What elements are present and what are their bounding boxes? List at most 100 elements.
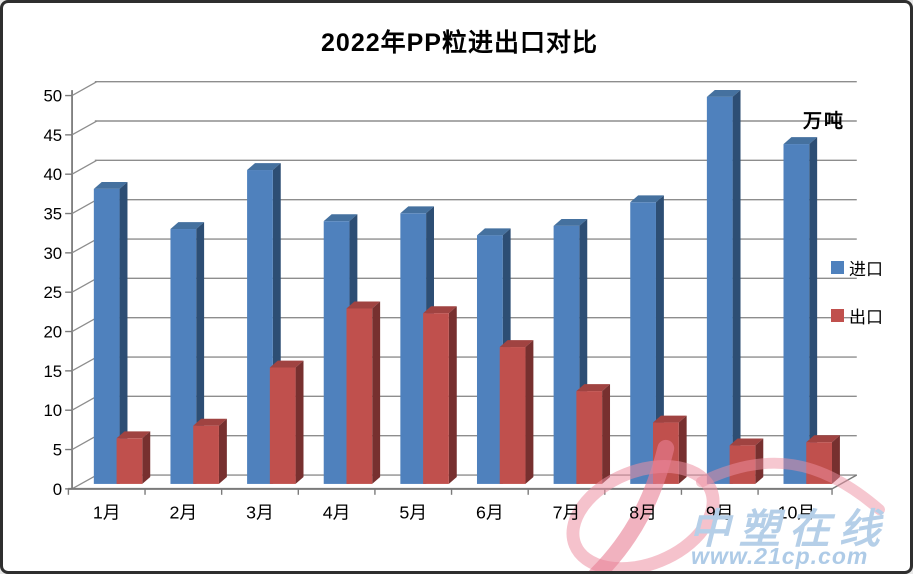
bar-top-出口-4月	[346, 301, 381, 309]
depth-connector	[71, 199, 98, 215]
bar-出口-1月	[116, 438, 143, 484]
y-axis-label: 35	[43, 204, 62, 223]
bar-side-出口-2月	[218, 418, 227, 484]
bar-top-进口-5月	[400, 206, 434, 214]
watermark-name: 中塑在线	[689, 506, 889, 552]
bar-top-出口-5月	[423, 306, 457, 314]
y-axis-label: 10	[43, 401, 62, 420]
bar-top-出口-7月	[576, 384, 611, 392]
watermark-stroke	[589, 439, 675, 571]
depth-connector	[71, 81, 98, 97]
bar-side-进口-9月	[732, 89, 741, 484]
bar-进口-5月	[400, 213, 427, 484]
y-axis-label: 45	[43, 126, 62, 145]
y-axis-label: 50	[43, 86, 62, 105]
bar-top-进口-7月	[553, 218, 588, 226]
bar-出口-3月	[269, 367, 296, 484]
watermark-tail	[695, 457, 885, 516]
bar-top-进口-6月	[476, 228, 511, 236]
chart-title: 2022年PP粒进出口对比	[321, 29, 598, 57]
bar-top-出口-1月	[116, 431, 151, 439]
bar-side-出口-1月	[142, 431, 151, 484]
bar-side-出口-7月	[602, 384, 611, 484]
y-axis-label: 20	[43, 322, 62, 341]
bar-top-出口-2月	[193, 418, 227, 426]
y-axis-label: 15	[43, 362, 62, 381]
bar-side-出口-5月	[448, 306, 457, 484]
bar-top-进口-10月	[783, 137, 818, 145]
watermark-logo	[566, 439, 885, 571]
chart-canvas: 0 5 10 15 20 25 30 35 40 45 50 1月 2月 3月 4月 5月 6月 7月 8月 9月 10…	[43, 80, 885, 571]
bar-top-进口-3月	[247, 163, 281, 171]
bar-进口-4月	[323, 221, 350, 484]
watermark-url: www.21cp.com	[691, 543, 869, 569]
bar-side-出口-4月	[372, 301, 381, 484]
depth-connector	[71, 435, 98, 451]
legend-label-import: 进口	[849, 260, 883, 279]
y-axis-label: 25	[43, 283, 62, 302]
import-swatch-icon	[831, 261, 844, 274]
depth-connector	[71, 120, 98, 136]
bar-side-出口-6月	[525, 340, 534, 484]
depth-connector	[71, 395, 98, 411]
bar-出口-7月	[576, 391, 603, 484]
bar-top-出口-9月	[729, 438, 764, 446]
bar-side-出口-10月	[831, 435, 840, 484]
bar-进口-3月	[247, 170, 273, 484]
bar-side-进口-10月	[809, 137, 818, 484]
watermark-ring	[566, 460, 720, 571]
bar-top-进口-4月	[323, 214, 358, 222]
legend-item-export: 出口	[831, 303, 883, 328]
x-axis-label-10月: 10月	[778, 503, 816, 523]
bar-top-出口-3月	[269, 360, 304, 368]
axis-labels: 0 5 10 15 20 25 30 35 40 45 50 1月 2月 3月 4月 5月 6月 7月 8月 9月 10…	[43, 86, 815, 522]
y-axis-label: 0	[53, 480, 62, 499]
x-axis-label-1月: 1月	[93, 503, 121, 523]
bar-进口-9月	[706, 96, 733, 484]
bar-side-进口-1月	[119, 181, 128, 484]
bar-出口-4月	[346, 308, 373, 484]
depth-connector	[71, 317, 98, 333]
bar-进口-8月	[630, 202, 656, 484]
bar-side-进口-2月	[196, 222, 205, 484]
bar-top-出口-10月	[806, 435, 840, 443]
x-axis-label-5月: 5月	[399, 503, 427, 523]
x-axis-label-8月: 8月	[629, 503, 657, 523]
legend: 进口 出口	[831, 255, 883, 328]
bar-进口-1月	[93, 188, 120, 484]
export-swatch-icon	[831, 309, 844, 322]
bar-进口-7月	[553, 225, 580, 484]
x-axis-label-3月: 3月	[246, 503, 274, 523]
bar-进口-6月	[476, 235, 503, 484]
depth-connector	[71, 356, 98, 372]
depth-connector	[71, 238, 98, 254]
bar-top-进口-2月	[170, 222, 205, 230]
unit-label: 万吨	[803, 111, 846, 132]
bar-进口-10月	[783, 144, 810, 484]
depth-connector	[71, 159, 98, 175]
bar-top-出口-8月	[653, 415, 687, 423]
x-axis-label-6月: 6月	[476, 503, 504, 523]
x-axis-label-9月: 9月	[706, 503, 734, 523]
bar-出口-5月	[423, 313, 449, 484]
legend-label-export: 出口	[849, 308, 883, 327]
y-axis-label: 5	[53, 440, 62, 459]
bar-top-进口-8月	[630, 195, 664, 203]
bar-top-进口-1月	[93, 181, 128, 189]
depth-connector	[71, 474, 98, 490]
bar-出口-2月	[193, 425, 219, 484]
bar-side-进口-8月	[655, 195, 664, 484]
bar-出口-6月	[499, 347, 526, 484]
bar-top-进口-9月	[706, 89, 741, 97]
depth-connector	[71, 277, 98, 293]
x-axis-label-2月: 2月	[169, 503, 197, 523]
x-axis-label-7月: 7月	[553, 503, 581, 523]
plot-area	[65, 80, 858, 495]
bar-进口-2月	[170, 229, 197, 484]
bar-side-出口-3月	[295, 360, 304, 484]
bar-top-出口-6月	[499, 340, 534, 348]
legend-item-import: 进口	[831, 255, 883, 280]
y-axis-label: 30	[43, 244, 62, 263]
y-axis-label: 40	[43, 165, 62, 184]
